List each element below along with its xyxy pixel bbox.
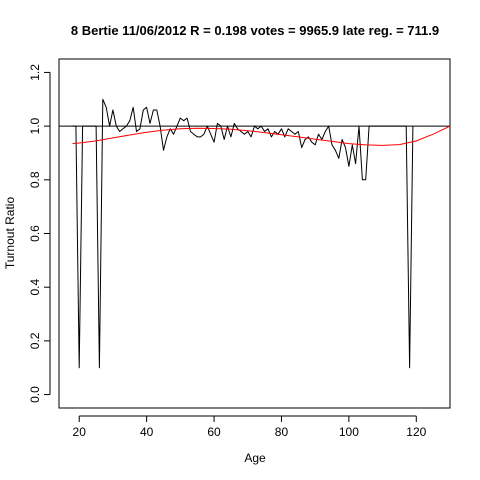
x-tick-label: 60 [207,425,221,439]
y-tick-label: 0.8 [28,171,42,188]
turnout-ratio-series-line [72,98,414,369]
y-tick-label: 1.2 [28,64,42,81]
smoothed-fit-series-line [72,125,450,146]
y-tick-label: 0.4 [28,279,42,296]
y-axis-label: Turnout Ratio [3,197,17,270]
x-tick-label: 100 [339,425,359,439]
series-layer [72,98,450,369]
x-axis-label: Age [244,451,266,465]
x-tick-label: 120 [406,425,426,439]
y-tick-label: 0.0 [28,386,42,403]
y-tick-label: 0.2 [28,332,42,349]
x-tick-label: 40 [140,425,154,439]
x-axis: 20 40 60 80 100 120 [73,415,427,439]
y-axis: 0.0 0.2 0.4 0.6 0.8 1.0 1.2 [28,64,51,403]
y-tick-label: 1.0 [28,117,42,134]
x-tick-label: 20 [73,425,87,439]
x-tick-label: 80 [275,425,289,439]
plot-frame [58,58,451,409]
chart-title: 8 Bertie 11/06/2012 R = 0.198 votes = 99… [71,23,439,38]
y-tick-label: 0.6 [28,225,42,242]
